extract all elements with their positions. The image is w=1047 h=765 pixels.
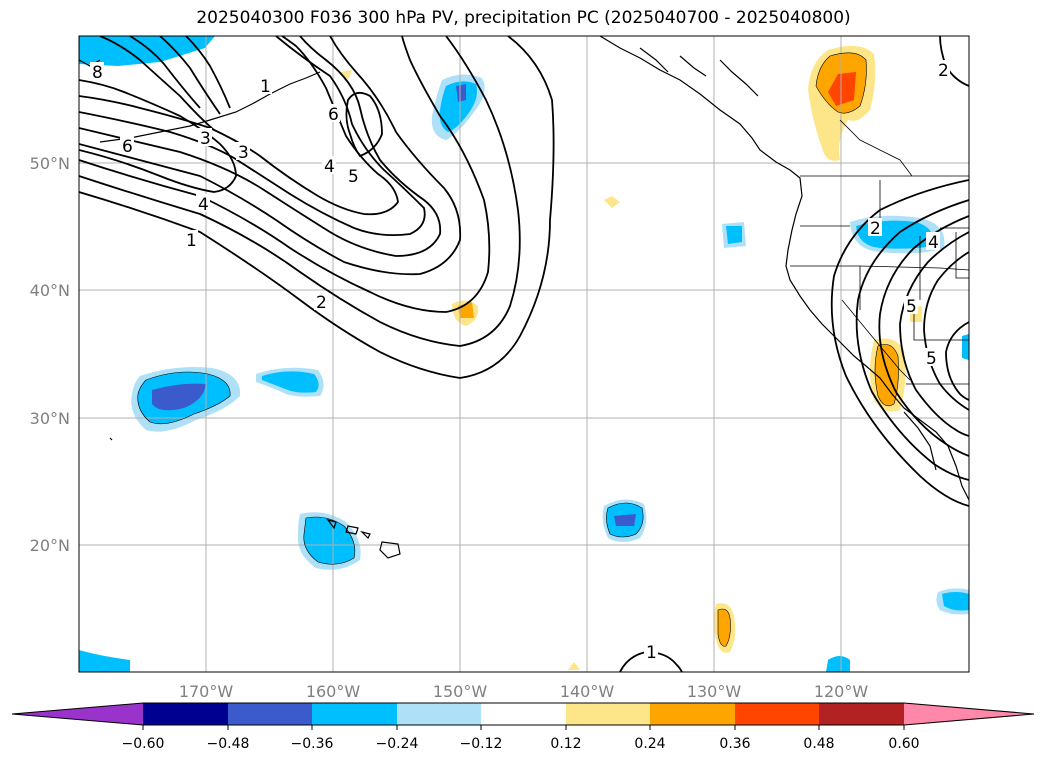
colorbar-segment-5: [481, 703, 566, 725]
political-borders: [790, 119, 969, 385]
lon-label-140w: 140°W: [560, 682, 615, 701]
lon-label-130w: 130°W: [687, 682, 742, 701]
lat-label-20n: 20°N: [30, 536, 70, 555]
contour-label-2a: 2: [316, 293, 327, 313]
shading-outlines: [137, 52, 899, 647]
colorbar-label-5: −0.12: [460, 736, 503, 752]
contour-label-4b: 4: [198, 195, 209, 215]
contour-labels: 8 6 3 1 6 3 4 5 4 1 2 2 5 4: [90, 60, 950, 663]
map-title: 2025040300 F036 300 hPa PV, precipitatio…: [196, 8, 851, 28]
pv-contours: [79, 36, 969, 672]
lon-label-120w: 120°W: [814, 682, 869, 701]
contour-label-5c: 5: [926, 349, 937, 369]
contour-label-4a: 4: [324, 157, 335, 177]
contour-label-3a: 3: [200, 129, 211, 149]
lon-label-170w: 170°W: [179, 682, 234, 701]
lat-label-40n: 40°N: [30, 281, 70, 300]
colorbar-low-extension: [12, 703, 143, 725]
lat-tick-labels: 50°N 40°N 30°N 20°N: [30, 154, 70, 555]
colorbar-label-7: 0.24: [634, 736, 665, 752]
colorbar-segment-4: [397, 703, 481, 725]
colorbar-segment-8: [735, 703, 819, 725]
colorbar-segment-2: [228, 703, 312, 725]
contour-label-1b: 1: [186, 231, 197, 251]
colorbar-label-2: −0.48: [207, 736, 250, 752]
colorbar-segment-7: [650, 703, 735, 725]
contour-label-5a: 5: [348, 167, 359, 187]
contour-label-6b: 6: [328, 105, 339, 125]
colorbar-segment-3: [312, 703, 397, 725]
colorbar-segment-9: [819, 703, 904, 725]
contour-label-1c: 1: [646, 643, 657, 663]
colorbar-label-6: 0.12: [550, 736, 581, 752]
contour-label-6a: 6: [122, 137, 133, 157]
lon-label-160w: 160°W: [306, 682, 361, 701]
precipitation-shading: [79, 36, 969, 672]
colorbar-label-10: 0.60: [888, 736, 919, 752]
colorbar-label-1: −0.60: [122, 736, 165, 752]
colorbar: −0.60 −0.48 −0.36 −0.24 −0.12 0.12 0.24 …: [11, 702, 1035, 752]
colorbar-label-4: −0.24: [376, 736, 419, 752]
contour-label-2b: 2: [938, 61, 949, 81]
lon-label-150w: 150°W: [433, 682, 488, 701]
colorbar-segment-6: [566, 703, 650, 725]
colorbar-segment-1: [143, 703, 228, 725]
colorbar-label-8: 0.36: [719, 736, 750, 752]
colorbar-label-3: −0.36: [291, 736, 334, 752]
contour-label-3b: 3: [238, 143, 249, 163]
colorbar-high-extension: [904, 703, 1034, 725]
contour-label-5b: 5: [906, 297, 917, 317]
contour-label-2c: 2: [870, 219, 881, 239]
lat-label-50n: 50°N: [30, 154, 70, 173]
lon-tick-labels: 170°W 160°W 150°W 140°W 130°W 120°W: [179, 682, 869, 701]
contour-label-8a: 8: [92, 63, 103, 83]
contour-label-4c: 4: [928, 233, 939, 253]
colorbar-label-9: 0.48: [803, 736, 834, 752]
contour-label-1a: 1: [260, 77, 271, 97]
lat-label-30n: 30°N: [30, 409, 70, 428]
map-frame: [78, 35, 970, 673]
